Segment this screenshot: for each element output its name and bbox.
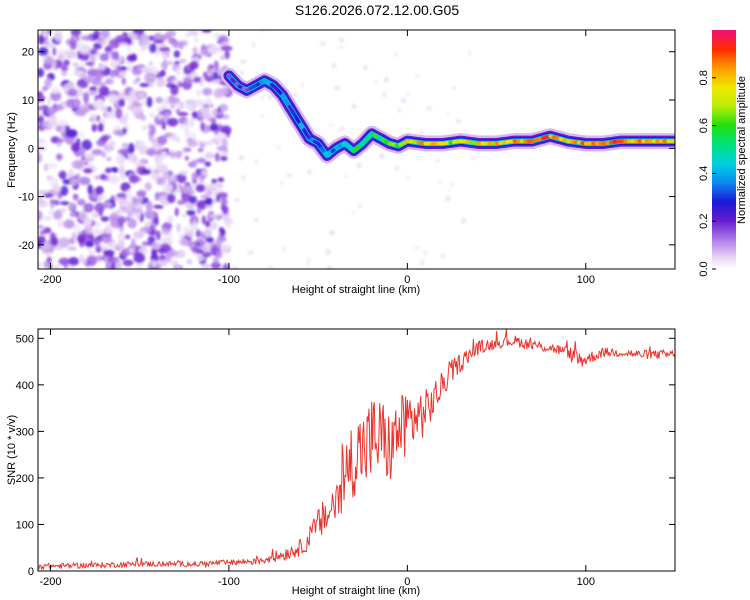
snr-series-line	[38, 329, 675, 571]
spectrogram-x-tick-label: -100	[218, 274, 240, 286]
colorbar-tick-label: 0.0	[698, 261, 710, 276]
snr-panel: -200 -100 0 100 0 100 200 300 400 500 Height of s…	[6, 328, 676, 597]
spectrogram-x-axis-label: Height of straight line (km)	[292, 284, 420, 296]
snr-y-tick-label: 500	[16, 333, 34, 345]
colorbar-gradient	[712, 30, 736, 269]
colorbar-label: Normalized spectral amplitude	[736, 76, 748, 224]
colorbar-tick-label: 0.6	[698, 118, 710, 133]
snr-y-axis-label: SNR (10 * v/v)	[6, 415, 18, 485]
colorbar-tick-label: 0.4	[698, 166, 710, 181]
snr-y-tick-label: 0	[28, 566, 34, 578]
spectrogram-y-axis-label: Frequency (Hz)	[6, 112, 18, 188]
spectrogram-x-tick-label: -200	[39, 274, 61, 286]
snr-x-tick-label: 100	[577, 576, 595, 588]
spectrogram-y-tick-label: -10	[18, 192, 34, 204]
colorbar-ticks: 0.0 0.2 0.4 0.6 0.8	[698, 70, 716, 277]
spectrogram-image	[38, 30, 675, 269]
snr-x-tick-label: -100	[218, 576, 240, 588]
spectrogram-y-tick-label: -20	[18, 240, 34, 252]
snr-y-tick-label: 400	[16, 380, 34, 392]
snr-x-axis-label: Height of straight line (km)	[292, 585, 420, 597]
spectrogram-y-tick-label: 20	[22, 47, 34, 59]
snr-x-tick-label: 0	[404, 576, 410, 588]
snr-y-tick-label: 100	[16, 519, 34, 531]
colorbar-tick-label: 0.2	[698, 214, 710, 229]
spectrogram-ridge	[220, 67, 675, 164]
spectrogram-y-tick-label: 10	[22, 95, 34, 107]
spectrogram-axes-frame	[37, 29, 676, 270]
snr-y-tick-label: 200	[16, 473, 34, 485]
colorbar: 0.0 0.2 0.4 0.6 0.8 Normalized spectral ampl…	[698, 30, 748, 277]
spectrogram-y-tick-label: 0	[28, 143, 34, 155]
snr-axes-frame	[37, 328, 676, 572]
snr-x-tick-label: -200	[39, 576, 61, 588]
snr-y-tick-label: 300	[16, 426, 34, 438]
spectrogram-x-tick-label: 100	[577, 274, 595, 286]
spectrogram-noise-blobs	[38, 30, 476, 269]
snr-ticks: -200 -100 0 100 0 100 200 300 400 500	[16, 329, 675, 588]
colorbar-tick-label: 0.8	[698, 70, 710, 85]
figure-title: S126.2026.072.12.00.G05	[295, 2, 459, 18]
spectrogram-x-tick-label: 0	[404, 274, 410, 286]
